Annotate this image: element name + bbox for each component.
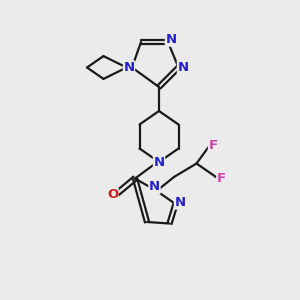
- Text: O: O: [107, 188, 118, 202]
- Text: N: N: [177, 61, 189, 74]
- Text: F: F: [217, 172, 226, 185]
- Text: N: N: [153, 155, 165, 169]
- Text: N: N: [174, 196, 186, 209]
- Text: N: N: [123, 61, 135, 74]
- Text: F: F: [208, 139, 217, 152]
- Text: N: N: [149, 180, 160, 194]
- Text: N: N: [165, 33, 177, 46]
